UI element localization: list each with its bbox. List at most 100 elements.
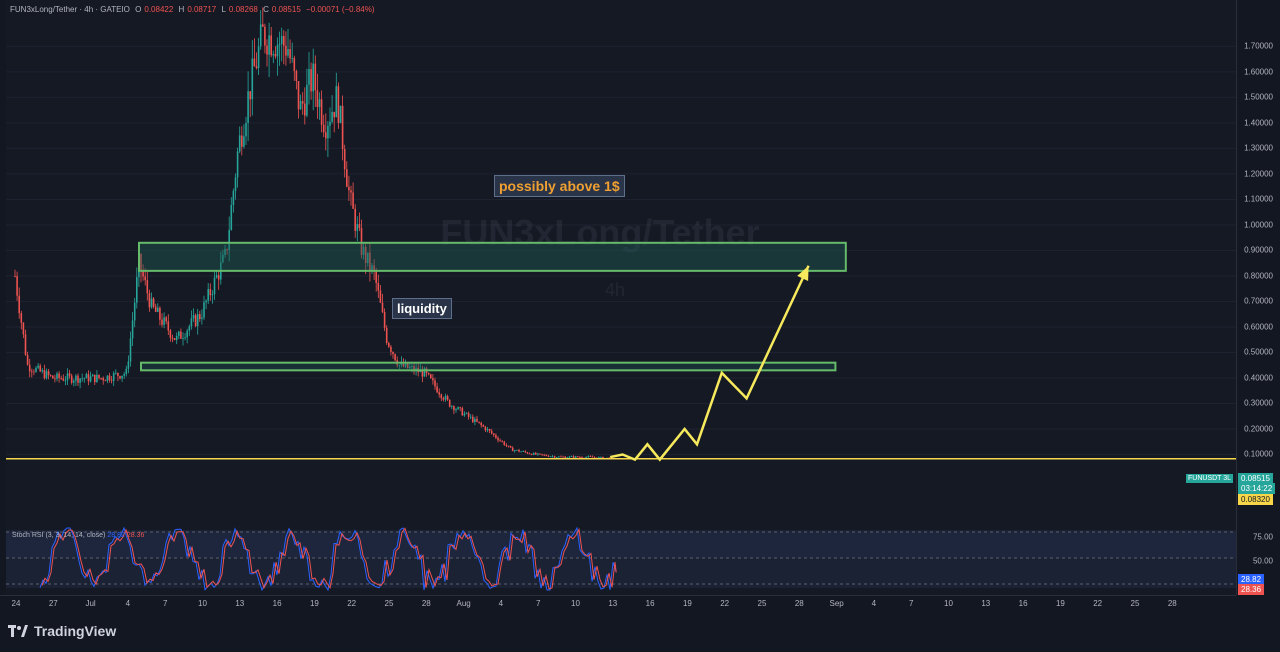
candle-body: [377, 283, 380, 291]
time-tick: 7: [535, 599, 541, 608]
candle-body: [440, 394, 443, 399]
candle-body: [558, 456, 560, 458]
annotation-liquidity[interactable]: liquidity: [392, 298, 452, 319]
candle-body: [493, 433, 495, 435]
candle-body: [581, 457, 583, 459]
time-tick: Jul: [85, 599, 96, 608]
candle-body: [333, 112, 335, 118]
candle-body: [505, 445, 508, 446]
symbol-tag: FUNUSDT 3L: [1186, 474, 1234, 483]
candle-body: [41, 370, 44, 372]
candle-body: [394, 354, 396, 361]
candle-body: [430, 374, 432, 379]
candle-body: [549, 456, 552, 458]
candle-body: [142, 271, 144, 277]
price-axis[interactable]: 1.70000 1.60000 1.50000 1.40000 1.30000 1.200…: [1236, 0, 1280, 595]
last-price-tag: 0.08515: [1238, 473, 1273, 484]
candle-body: [16, 276, 18, 296]
candle-body: [602, 456, 604, 459]
candle-body: [304, 103, 306, 116]
brand-name: TradingView: [34, 623, 117, 639]
time-tick: 28: [421, 599, 431, 608]
rsi-d-tag: 28.36: [1238, 584, 1265, 595]
candle-body: [241, 135, 243, 147]
candle-body: [152, 298, 155, 307]
candle-body: [89, 376, 92, 382]
candle-body: [329, 121, 331, 126]
time-tick: 4: [498, 599, 504, 608]
candle-body: [270, 35, 272, 56]
candle-body: [112, 373, 115, 381]
candle-body: [24, 334, 27, 355]
symbol-title[interactable]: FUN3xLong/Tether · 4h · GATEIO: [10, 5, 130, 14]
candle-body: [236, 151, 239, 178]
candle-body: [224, 249, 226, 255]
candle-body: [129, 338, 132, 362]
time-tick: 7: [162, 599, 168, 608]
chart-pane[interactable]: [6, 0, 1236, 595]
candle-body: [524, 451, 527, 453]
candle-body: [585, 457, 587, 459]
open-value: 0.08422: [144, 5, 174, 14]
candle-body: [148, 293, 151, 308]
price-tick: 1.60000: [1244, 67, 1273, 77]
time-tick: 24: [11, 599, 21, 608]
candle-body: [402, 362, 405, 367]
zone-upper: [138, 241, 847, 272]
candle-body: [272, 54, 275, 56]
candle-body: [511, 447, 514, 452]
line-price-tag: 0.08320: [1238, 494, 1273, 505]
candle-body: [371, 265, 373, 271]
close-value: 0.08515: [271, 5, 301, 14]
candle-body: [173, 338, 176, 340]
candle-body: [192, 315, 195, 319]
candle-body: [427, 372, 430, 375]
annotation-above[interactable]: possibly above 1$: [494, 175, 625, 197]
candle-body: [392, 351, 394, 355]
candle-body: [381, 302, 384, 313]
candle-body: [469, 416, 472, 418]
tradingview-logo[interactable]: TradingView: [8, 623, 116, 639]
candle-body: [598, 457, 600, 459]
time-axis[interactable]: 24 27 Jul 4 7 10 13 16 19 22 25 28 Aug 4 7 10 13 16 19 22 25…: [0, 595, 1236, 612]
candle-body: [364, 246, 367, 263]
candle-body: [474, 418, 476, 423]
price-tick: 0.80000: [1244, 271, 1273, 281]
candle-body: [486, 429, 489, 431]
candle-body: [360, 228, 363, 255]
candle-body: [262, 24, 264, 27]
candle-body: [274, 54, 277, 57]
candle-body: [293, 57, 296, 72]
candle-body: [367, 252, 369, 263]
candle-body: [373, 265, 375, 271]
candle-body: [337, 86, 340, 123]
rsi-legend[interactable]: Stoch RSI (3, 3, 14, 14, close) 28.82 28…: [12, 532, 144, 539]
candle-body: [243, 136, 245, 147]
candle-body: [268, 35, 270, 55]
candle-body: [383, 312, 386, 328]
chart-canvas[interactable]: FUN3xLong/Tether 4h: [0, 0, 1236, 595]
candle-body: [96, 374, 98, 383]
candle-body: [362, 246, 365, 255]
candle-body: [503, 441, 506, 446]
candle-body: [530, 453, 533, 455]
candle-body: [316, 90, 319, 107]
candle-body: [528, 453, 531, 455]
candle-body: [411, 366, 413, 367]
candle-body: [136, 277, 138, 303]
candle-body: [73, 380, 75, 383]
candle-body: [522, 451, 524, 452]
candle-body: [509, 445, 512, 448]
time-tick: 28: [1167, 599, 1177, 608]
zone-liquidity: [140, 361, 837, 372]
candle-body: [33, 371, 35, 373]
rsi-label: Stoch RSI (3, 3, 14, 14, close): [12, 532, 106, 539]
candle-body: [75, 375, 77, 381]
time-tick: 22: [347, 599, 357, 608]
candle-body: [547, 455, 550, 457]
high-value: 0.08717: [187, 5, 217, 14]
candle-body: [291, 57, 293, 59]
candle-body: [222, 254, 224, 263]
candle-body: [507, 445, 510, 447]
candle-body: [211, 294, 214, 296]
